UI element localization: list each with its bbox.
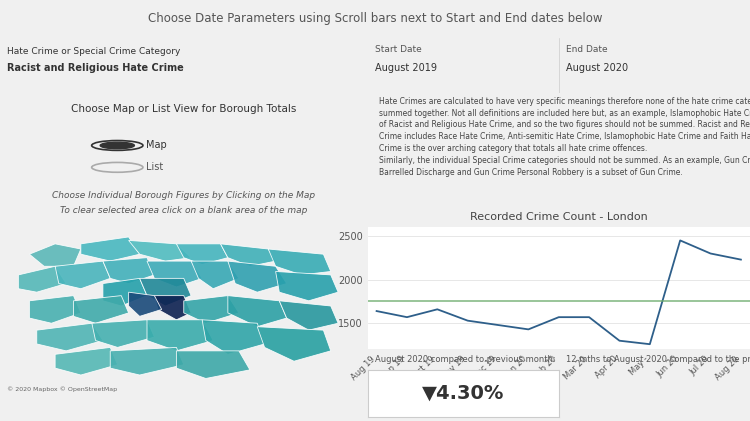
Polygon shape <box>276 272 338 301</box>
Polygon shape <box>37 323 103 351</box>
Text: Start Date: Start Date <box>375 45 422 54</box>
Polygon shape <box>103 278 147 306</box>
Polygon shape <box>110 347 184 375</box>
Polygon shape <box>92 320 154 347</box>
Polygon shape <box>74 296 129 323</box>
Polygon shape <box>191 261 238 289</box>
Polygon shape <box>18 266 66 292</box>
Text: August 2020: August 2020 <box>566 63 628 73</box>
Polygon shape <box>29 244 81 266</box>
Title: Recorded Crime Count - London: Recorded Crime Count - London <box>470 213 647 222</box>
Text: Hate Crimes are calculated to have very specific meanings therefore none of the : Hate Crimes are calculated to have very … <box>379 97 750 176</box>
Polygon shape <box>147 261 202 287</box>
Polygon shape <box>228 296 286 327</box>
Polygon shape <box>140 278 191 306</box>
Circle shape <box>100 142 134 149</box>
Polygon shape <box>147 320 213 351</box>
Polygon shape <box>56 347 118 375</box>
Polygon shape <box>129 292 162 316</box>
Polygon shape <box>202 320 265 354</box>
Text: Choose Map or List View for Borough Totals: Choose Map or List View for Borough Tota… <box>71 104 296 115</box>
Text: To clear selected area click on a blank area of the map: To clear selected area click on a blank … <box>60 206 308 215</box>
Text: ▼4.30%: ▼4.30% <box>422 384 504 403</box>
Polygon shape <box>154 296 191 320</box>
Text: August 2019: August 2019 <box>375 63 437 73</box>
Polygon shape <box>176 244 228 264</box>
Text: Racist and Religious Hate Crime: Racist and Religious Hate Crime <box>8 63 184 73</box>
Text: Choose Individual Borough Figures by Clicking on the Map: Choose Individual Borough Figures by Cli… <box>53 191 315 200</box>
Polygon shape <box>279 301 338 330</box>
Polygon shape <box>257 327 331 361</box>
Text: 12 mths to August 2020 compared to the previous 12:: 12 mths to August 2020 compared to the p… <box>566 355 750 365</box>
Text: © 2020 Mapbox © OpenStreetMap: © 2020 Mapbox © OpenStreetMap <box>8 386 118 392</box>
Text: Choose Date Parameters using Scroll bars next to Start and End dates below: Choose Date Parameters using Scroll bars… <box>148 13 602 25</box>
Text: End Date: End Date <box>566 45 608 54</box>
Polygon shape <box>56 261 110 289</box>
Polygon shape <box>129 240 191 261</box>
Polygon shape <box>29 296 81 323</box>
Polygon shape <box>228 261 286 292</box>
Text: Map: Map <box>146 141 166 150</box>
Polygon shape <box>81 237 140 261</box>
Polygon shape <box>176 351 250 378</box>
Text: List: List <box>146 163 163 172</box>
Text: Hate Crime or Special Crime Category: Hate Crime or Special Crime Category <box>8 47 181 56</box>
Polygon shape <box>220 244 276 266</box>
Text: August 2020 compared to previous month:: August 2020 compared to previous month: <box>375 355 556 365</box>
Polygon shape <box>268 249 331 275</box>
Polygon shape <box>184 296 238 323</box>
Polygon shape <box>103 258 154 284</box>
